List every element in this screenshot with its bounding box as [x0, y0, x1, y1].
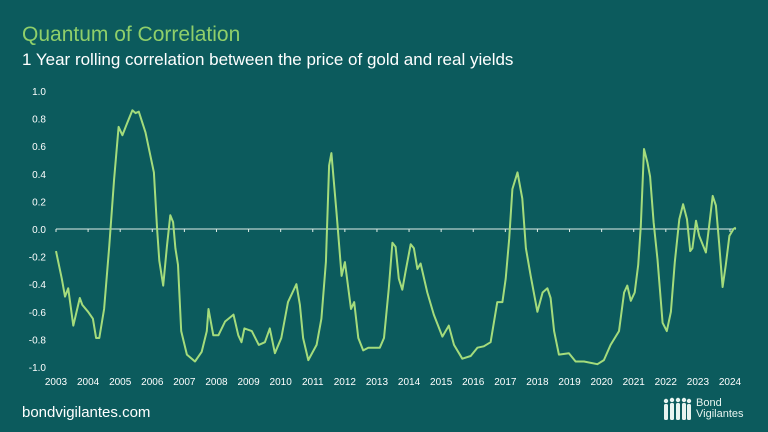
x-tick-label: 2011: [302, 377, 324, 388]
x-tick-label: 2009: [237, 377, 260, 388]
x-tick-label: 2004: [77, 377, 100, 388]
y-tick-label: 0.4: [32, 170, 46, 181]
x-tick-label: 2013: [366, 377, 389, 388]
website-label: bondvigilantes.com: [22, 404, 151, 421]
x-tick-label: 2023: [687, 377, 710, 388]
x-tick-label: 2018: [526, 377, 549, 388]
x-tick-label: 2020: [590, 377, 613, 388]
x-tick-label: 2016: [462, 377, 485, 388]
x-tick-label: 2005: [109, 377, 132, 388]
y-tick-label: 0.6: [32, 142, 46, 153]
x-tick-label: 2024: [719, 377, 742, 388]
y-tick-label: -0.6: [29, 308, 47, 319]
y-tick-label: 0.8: [32, 115, 46, 126]
y-tick-label: -1.0: [29, 363, 47, 374]
x-tick-label: 2003: [45, 377, 68, 388]
y-tick-label: -0.8: [29, 335, 47, 346]
y-tick-label: -0.2: [29, 253, 47, 264]
x-tick-label: 2015: [430, 377, 453, 388]
x-tick-label: 2012: [334, 377, 357, 388]
x-tick-label: 2017: [494, 377, 517, 388]
y-tick-label: 0.2: [32, 197, 46, 208]
x-tick-label: 2022: [655, 377, 678, 388]
x-tick-label: 2008: [205, 377, 228, 388]
x-tick-label: 2006: [141, 377, 164, 388]
x-tick-label: 2014: [398, 377, 421, 388]
series-line: [55, 109, 737, 366]
y-tick-label: 1.0: [32, 87, 46, 98]
x-tick-label: 2019: [558, 377, 581, 388]
y-tick-label: -0.4: [29, 280, 47, 291]
chart-subtitle: 1 Year rolling correlation between the p…: [22, 50, 514, 69]
logo-line-2: Vigilantes: [696, 408, 744, 420]
chart-title: Quantum of Correlation: [22, 23, 241, 46]
x-tick-label: 2021: [623, 377, 646, 388]
x-tick-label: 2007: [173, 377, 196, 388]
logo-line-1: Bond: [696, 397, 722, 409]
series-group: [55, 109, 737, 366]
people-group-icon: [663, 397, 692, 420]
y-tick-label: 0.0: [32, 225, 46, 236]
bond-vigilantes-logo: Bond Vigilantes: [662, 396, 744, 422]
x-tick-label: 2010: [270, 377, 293, 388]
y-axis: 1.0 0.8 0.6 0.4 0.2 0.0 -0.2 -0.4 -0.6 -0.8 -1.0: [29, 87, 47, 374]
x-axis: 2003 2004 2005 2006 2007 2008 2009 2010 2011 2012…: [45, 228, 742, 388]
